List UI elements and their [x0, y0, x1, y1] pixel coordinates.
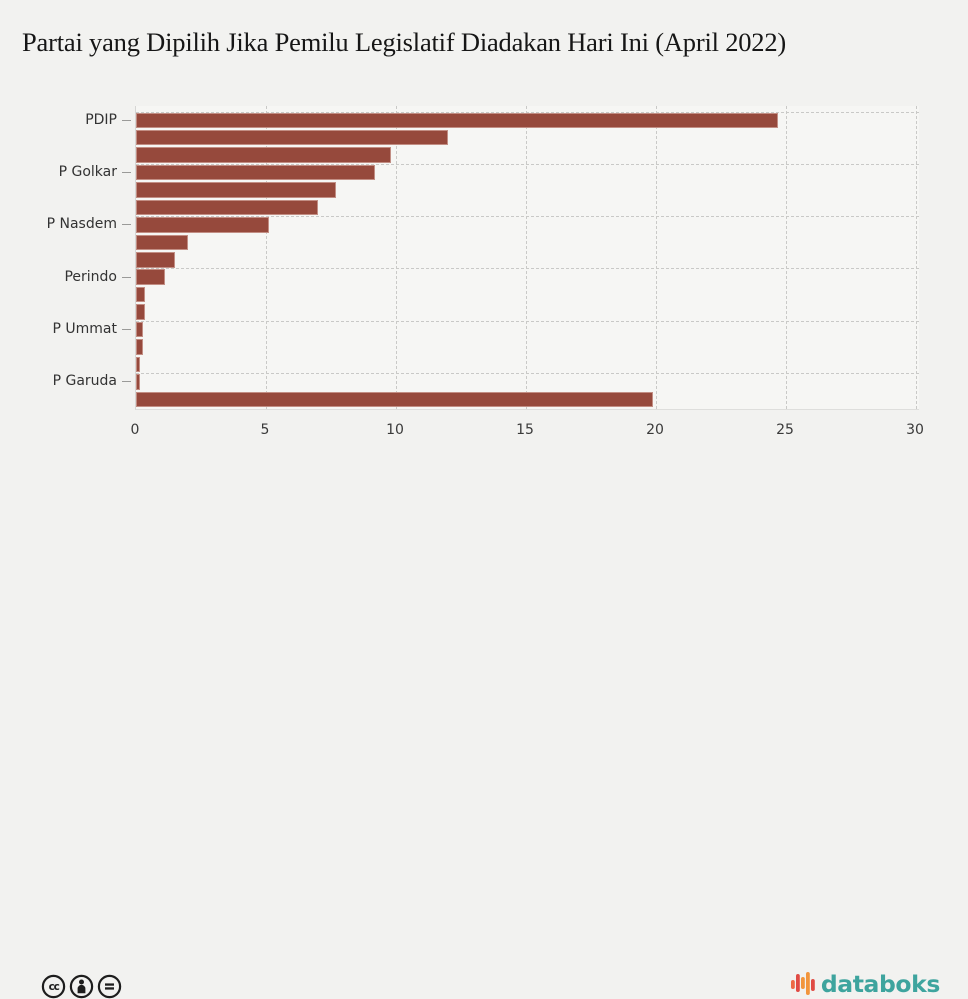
- svg-text:cc: cc: [49, 981, 60, 993]
- y-axis-label: P Garuda: [52, 373, 117, 390]
- gridline-v: [525, 106, 527, 409]
- license-icons: cc: [41, 974, 122, 999]
- gridline-v: [265, 106, 267, 409]
- plot-area: [135, 106, 919, 410]
- bar: [136, 321, 143, 338]
- gridline-h: [136, 111, 919, 113]
- databoks-logo[interactable]: databoks: [790, 970, 941, 998]
- y-axis-label: P Nasdem: [46, 216, 117, 233]
- x-axis-label: 15: [516, 422, 534, 438]
- gridline-h: [136, 216, 919, 218]
- bar: [136, 286, 146, 303]
- x-axis-label: 25: [776, 422, 794, 438]
- y-axis-label: PDIP: [85, 111, 117, 128]
- gridline-v: [915, 106, 917, 409]
- bar: [136, 356, 141, 373]
- attribution-icon[interactable]: [69, 974, 94, 999]
- databoks-logo-icon: [790, 971, 815, 995]
- gridline-h: [136, 373, 919, 375]
- x-axis-label: 10: [386, 422, 404, 438]
- cc-icon[interactable]: cc: [41, 974, 66, 999]
- gridline-v: [785, 106, 787, 409]
- y-axis-label: P Ummat: [52, 321, 117, 337]
- y-axis-label: P Golkar: [58, 164, 117, 181]
- y-tick: [122, 381, 131, 383]
- y-tick: [122, 224, 131, 226]
- gridline-v: [395, 106, 397, 409]
- chart-card: Partai yang Dipilih Jika Pemilu Legislat…: [0, 27, 968, 999]
- bar: [136, 164, 376, 181]
- y-tick: [122, 172, 131, 174]
- bar: [136, 374, 140, 390]
- bar: [136, 182, 337, 198]
- y-tick: [122, 119, 131, 121]
- y-tick: [122, 276, 131, 278]
- x-axis-label: 5: [260, 422, 270, 438]
- bar: [136, 129, 448, 146]
- bar: [136, 234, 188, 251]
- bar: [136, 112, 779, 128]
- x-axis-label: 0: [130, 422, 140, 438]
- gridline-h: [136, 163, 919, 165]
- equal-icon[interactable]: [97, 974, 122, 999]
- gridline-v: [655, 106, 657, 409]
- x-axis-label: 20: [646, 422, 664, 438]
- y-tick: [122, 329, 131, 330]
- bar: [136, 304, 146, 320]
- databoks-logo-text: databoks: [820, 970, 941, 998]
- footer: cc databoks: [0, 483, 968, 999]
- page-title: Partai yang Dipilih Jika Pemilu Legislat…: [22, 27, 787, 57]
- gridline-h: [136, 268, 919, 270]
- bar: [136, 269, 165, 285]
- bar: [136, 252, 175, 268]
- bar: [136, 339, 143, 355]
- y-axis-label: Perindo: [64, 268, 117, 285]
- bar: [136, 199, 318, 216]
- bar: [136, 391, 654, 408]
- x-axis-label: 30: [906, 422, 924, 438]
- gridline-h: [136, 320, 919, 322]
- bar: [136, 217, 269, 233]
- bar: [136, 147, 391, 163]
